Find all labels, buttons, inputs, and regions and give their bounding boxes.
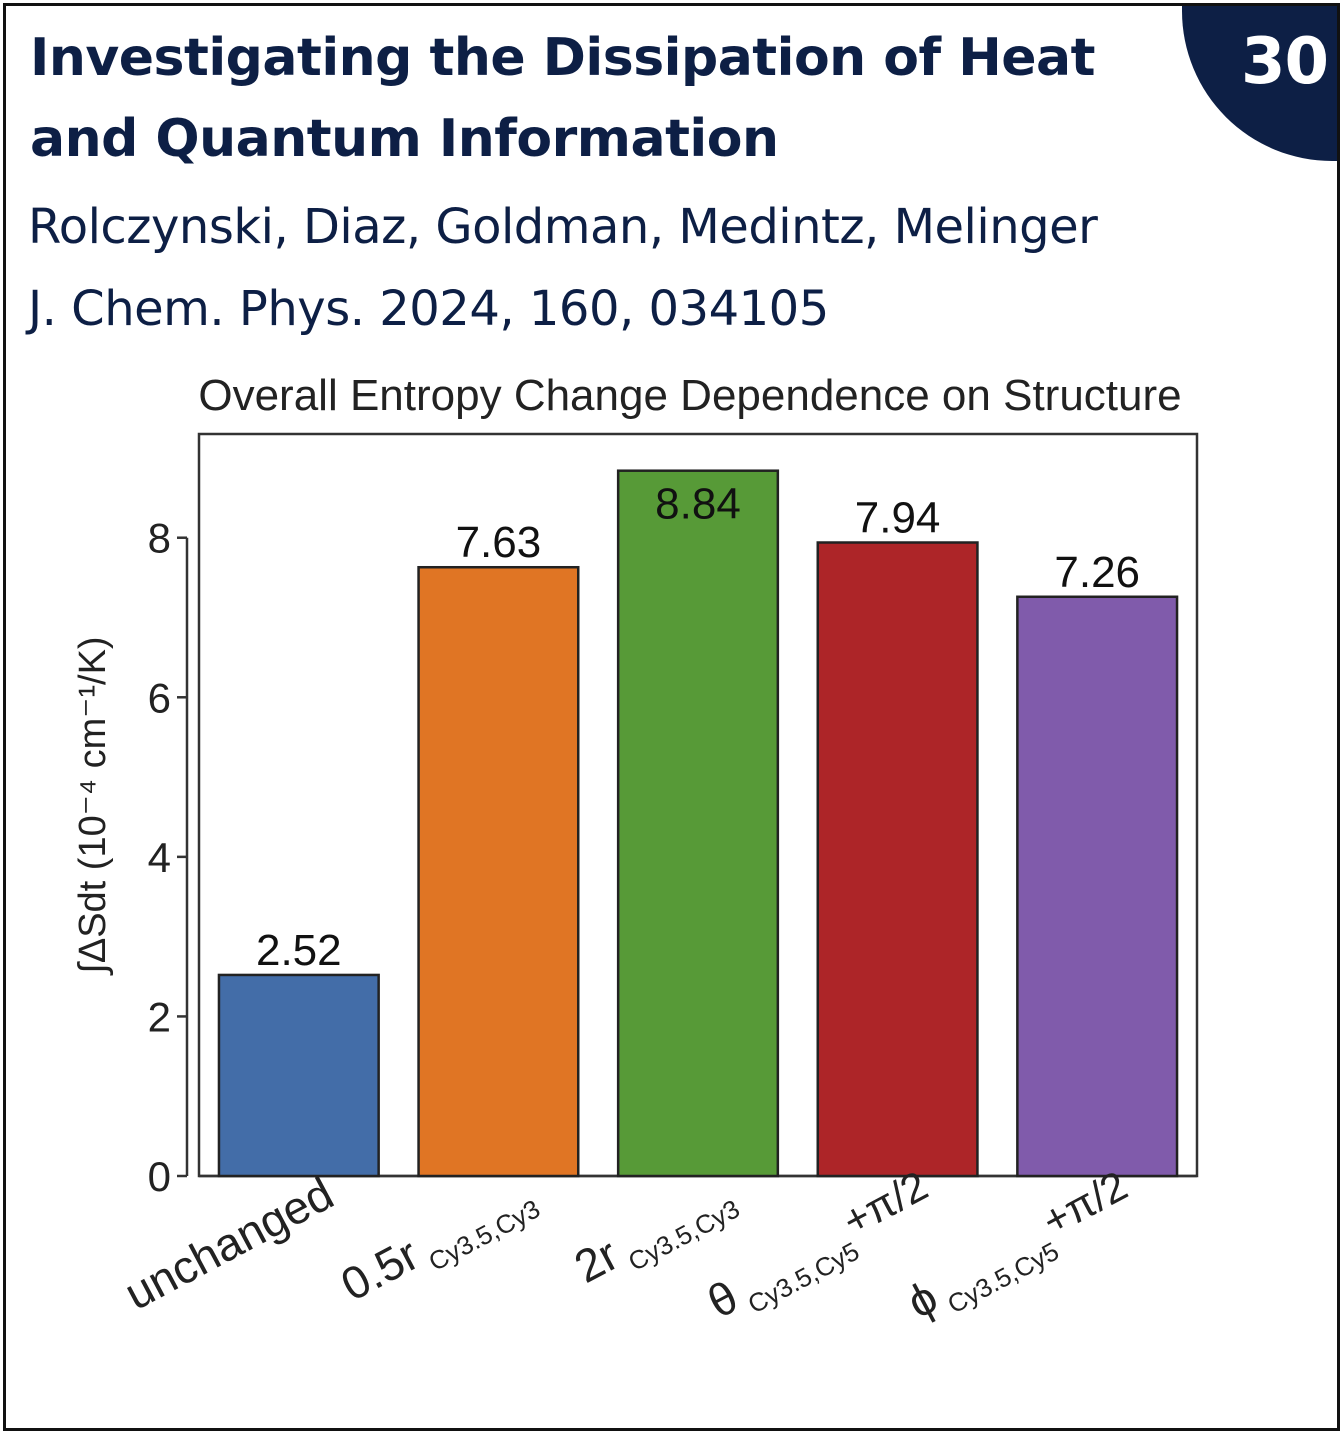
x-tick-label: ϕCy3.5,Cy5+π/2 bbox=[896, 1162, 1144, 1336]
bar-value-label: 7.63 bbox=[456, 518, 542, 567]
y-tick-label: 8 bbox=[148, 515, 171, 562]
bar-value-label: 8.84 bbox=[655, 480, 741, 529]
bar bbox=[417, 565, 580, 1178]
bars-group: 2.52 7.63 8.84 7.94 7.26 bbox=[217, 469, 1179, 1178]
x-tick-label: 0.5rCy3.5,Cy3 bbox=[332, 1167, 544, 1318]
reference-block: Rolczynski, Diaz, Goldman, Medintz, Meli… bbox=[28, 186, 1098, 350]
bar bbox=[1016, 595, 1179, 1178]
bar bbox=[616, 469, 780, 1178]
authors-text: Rolczynski, Diaz, Goldman, Medintz, Meli… bbox=[28, 199, 1098, 255]
x-label-subscript: Cy3.5,Cy3 bbox=[623, 1193, 744, 1276]
bar bbox=[217, 973, 380, 1178]
x-label-main: θ bbox=[699, 1270, 746, 1328]
title-line-1: Investigating the Dissipation of Heat bbox=[30, 28, 1096, 88]
bar bbox=[816, 541, 979, 1178]
x-label-subscript: Cy3.5,Cy5 bbox=[743, 1236, 864, 1319]
y-tick-label: 2 bbox=[148, 993, 171, 1040]
y-tick-label: 6 bbox=[148, 674, 171, 721]
citation-text: J. Chem. Phys. 2024, 160, 034105 bbox=[28, 281, 829, 337]
y-axis-label: ∫ΔSdt (10⁻⁴ cm⁻¹/K) bbox=[72, 636, 114, 975]
x-label-main: ϕ bbox=[899, 1270, 946, 1328]
x-label-subscript: Cy3.5,Cy5 bbox=[942, 1236, 1063, 1319]
badge-number: 30 bbox=[1240, 25, 1329, 99]
title-line-2: and Quantum Information bbox=[30, 109, 779, 169]
x-label-main: 0.5r bbox=[332, 1228, 426, 1311]
bar-value-label: 2.52 bbox=[256, 926, 342, 975]
bar-value-label: 7.94 bbox=[855, 494, 941, 543]
x-label-main: 2r bbox=[566, 1228, 627, 1293]
page-title: Investigating the Dissipation of Heat an… bbox=[30, 18, 1150, 180]
bar-value-label: 7.26 bbox=[1054, 548, 1140, 597]
chart-title: Overall Entropy Change Dependence on Str… bbox=[198, 371, 1181, 420]
x-label-subscript: Cy3.5,Cy3 bbox=[424, 1193, 545, 1276]
y-tick-label: 4 bbox=[148, 834, 171, 881]
y-tick-label: 0 bbox=[148, 1153, 171, 1200]
x-tick-label: θCy3.5,Cy5+π/2 bbox=[696, 1162, 944, 1336]
